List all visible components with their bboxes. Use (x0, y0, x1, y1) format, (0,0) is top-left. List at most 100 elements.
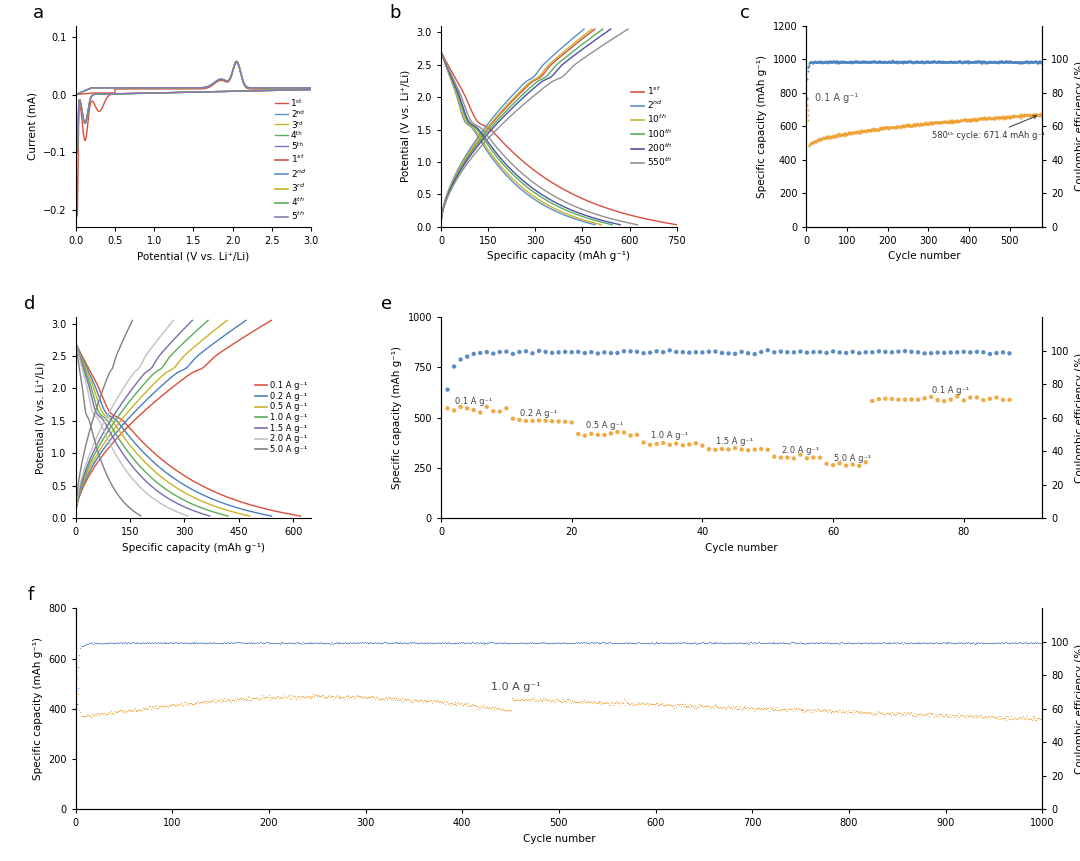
Point (449, 696, 467, 709)
Point (928, 636, 945, 650)
Point (337, 692, 354, 706)
Point (848, 55, 865, 69)
Point (610, 635, 627, 649)
Point (964, 636, 982, 650)
Point (606, 697, 623, 710)
Point (777, 635, 794, 649)
Point (894, 55, 912, 69)
Point (707, 635, 725, 649)
Point (1007, 710, 1024, 724)
Point (266, 691, 283, 704)
Point (936, 55, 954, 69)
Point (403, 635, 420, 649)
Point (280, 635, 297, 649)
Line: 5ᵗʰ: 5ᵗʰ (76, 90, 311, 152)
Point (783, 635, 800, 649)
Point (1012, 56, 1029, 70)
Point (149, 701, 166, 715)
Point (603, 697, 620, 710)
Point (499, 636, 516, 650)
Point (827, 636, 845, 650)
Point (107, 636, 124, 650)
Point (784, 704, 801, 718)
Point (661, 636, 678, 650)
Point (448, 698, 465, 712)
Point (558, 636, 576, 650)
Point (860, 123, 877, 137)
Point (801, 55, 819, 69)
Point (836, 705, 853, 719)
Point (963, 709, 981, 723)
Point (935, 114, 953, 127)
Point (879, 55, 896, 69)
Point (1034, 56, 1051, 70)
Point (883, 706, 901, 720)
Point (870, 635, 888, 649)
Point (716, 700, 733, 714)
Point (968, 709, 985, 723)
Point (801, 136, 819, 150)
Point (904, 118, 921, 132)
Point (807, 55, 824, 69)
Point (854, 124, 872, 138)
Point (987, 55, 1004, 69)
Point (535, 691, 552, 705)
Point (899, 119, 916, 133)
Point (124, 703, 141, 717)
Point (810, 133, 827, 146)
Point (816, 55, 834, 69)
Point (486, 635, 503, 649)
Point (855, 123, 873, 137)
X-axis label: Potential (V vs. Li⁺/Li): Potential (V vs. Li⁺/Li) (137, 251, 249, 261)
Point (964, 635, 982, 649)
Point (150, 636, 167, 650)
Point (805, 55, 822, 69)
Point (679, 635, 697, 649)
Point (971, 55, 988, 69)
Point (985, 54, 1002, 68)
Point (635, 346, 652, 360)
Point (863, 636, 880, 650)
Point (993, 110, 1010, 124)
Point (851, 56, 868, 70)
Point (895, 120, 913, 133)
Point (364, 636, 381, 650)
Point (733, 443, 751, 456)
Point (161, 636, 178, 650)
Point (958, 54, 975, 68)
Point (929, 115, 946, 129)
Point (828, 704, 846, 718)
Point (989, 111, 1007, 125)
Point (1007, 55, 1024, 69)
Point (110, 704, 127, 718)
Point (256, 690, 273, 703)
Point (656, 698, 673, 712)
Point (437, 695, 455, 709)
Point (949, 706, 967, 720)
Point (957, 711, 974, 725)
Point (384, 693, 402, 707)
Point (418, 636, 435, 650)
Point (645, 637, 662, 651)
Point (132, 703, 149, 717)
Point (786, 635, 804, 649)
Point (828, 127, 846, 141)
Point (974, 635, 991, 649)
Point (166, 699, 184, 713)
Point (944, 709, 961, 722)
Point (900, 119, 917, 133)
Point (974, 54, 991, 68)
Point (276, 635, 294, 649)
Point (488, 636, 505, 650)
5ᵗʰ (174, 87, 187, 97)
Point (164, 636, 181, 650)
Point (413, 635, 430, 649)
Point (305, 687, 322, 701)
Point (654, 345, 672, 359)
Point (220, 693, 238, 707)
Point (391, 636, 408, 650)
Point (1010, 712, 1027, 726)
Point (959, 709, 976, 722)
Point (577, 636, 594, 650)
Point (951, 54, 969, 68)
